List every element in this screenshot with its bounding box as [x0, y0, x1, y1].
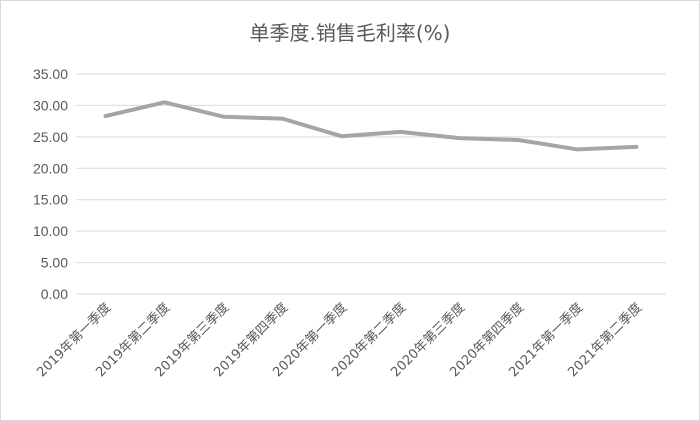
- y-tick-label: 35.00: [33, 66, 68, 82]
- y-tick-label: 5.00: [41, 255, 68, 271]
- chart-title: 单季度.销售毛利率(%): [250, 21, 451, 45]
- y-axis-ticks: 0.00 5.00 10.00 15.00 20.00 25.00 30.00 35.00: [33, 66, 68, 302]
- y-tick-label: 20.00: [33, 160, 68, 176]
- y-tick-label: 15.00: [33, 192, 68, 208]
- gridlines: [76, 73, 666, 295]
- x-axis-ticks: 2019年第一季度2019年第二季度2019年第三季度2019年第四季度2020…: [34, 300, 646, 381]
- series-lines: [103, 100, 639, 152]
- y-tick-label: 25.00: [33, 129, 68, 145]
- y-tick-label: 10.00: [33, 223, 68, 239]
- series-line: [103, 100, 639, 152]
- y-tick-label: 0.00: [41, 286, 68, 302]
- y-tick-label: 30.00: [33, 97, 68, 113]
